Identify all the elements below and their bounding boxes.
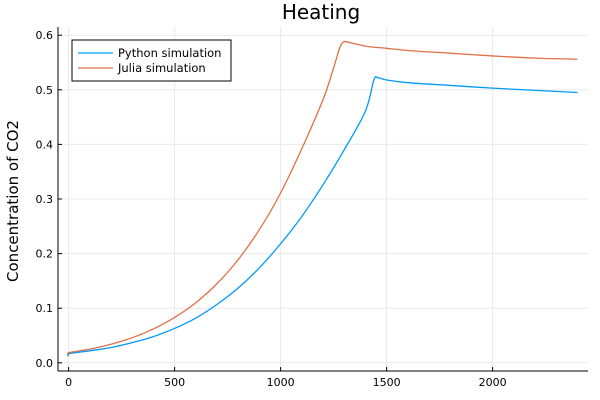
y-tick-label: 0.4 [36,138,54,151]
legend-label-python-simulation: Python simulation [118,46,221,60]
x-tick-label: 0 [65,376,72,389]
y-tick-label: 0.1 [36,302,54,315]
axes: 0 500 1000 1500 2000 0.0 0.1 0.2 0.3 0.4 0.5 0.6 [36,27,588,389]
x-tick-label: 1500 [373,376,401,389]
y-tick-label: 0.2 [36,248,54,261]
y-tick-label: 0.6 [36,29,54,42]
legend-box [71,39,232,82]
series-lines [67,40,578,357]
grid [58,27,588,371]
x-tick-label: 1000 [267,376,295,389]
y-tick-label: 0.5 [36,84,54,97]
y-tick-label: 0.3 [36,193,54,206]
series-line-julia-simulation [67,40,578,356]
series-line-python-simulation [67,75,578,357]
legend-label-julia-simulation: Julia simulation [117,61,206,75]
chart-title: Heating [282,0,360,24]
y-axis-label: Concentration of CO2 [4,120,22,282]
x-tick-label: 500 [164,376,185,389]
x-tick-label: 2000 [479,376,507,389]
y-tick-label: 0.0 [36,357,54,370]
